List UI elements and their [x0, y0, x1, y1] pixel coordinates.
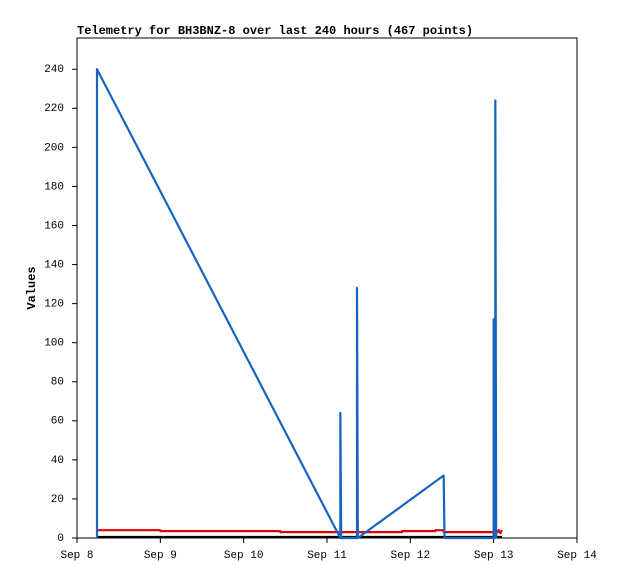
y-tick-label: 140 [44, 259, 64, 271]
series-line [97, 529, 503, 535]
x-tick-label: Sep 14 [557, 550, 597, 562]
plot-frame [76, 37, 578, 539]
y-tick-label: 160 [44, 220, 64, 232]
y-tick-label: 80 [51, 377, 64, 389]
y-tick-label: 0 [57, 533, 64, 545]
x-tick-label: Sep 9 [144, 550, 177, 562]
y-tick-label: 20 [51, 494, 64, 506]
y-tick-label: 100 [44, 338, 64, 350]
y-tick-label: 240 [44, 64, 64, 76]
y-tick-label: 120 [44, 299, 64, 311]
x-tick-label: Sep 12 [391, 550, 431, 562]
x-tick-label: Sep 13 [474, 550, 514, 562]
x-tick-label: Sep 10 [224, 550, 264, 562]
y-tick-label: 180 [44, 181, 64, 193]
y-tick-label: 60 [51, 416, 64, 428]
series-line [95, 68, 498, 540]
y-tick-label: 200 [44, 142, 64, 154]
y-tick-label: 40 [51, 455, 64, 467]
y-tick-label: 220 [44, 103, 64, 115]
x-tick-label: Sep 11 [307, 550, 347, 562]
chart-title: Telemetry for BH3BNZ-8 over last 240 hou… [77, 24, 473, 38]
y-axis-label: Values [25, 266, 39, 309]
x-tick-label: Sep 8 [60, 550, 93, 562]
